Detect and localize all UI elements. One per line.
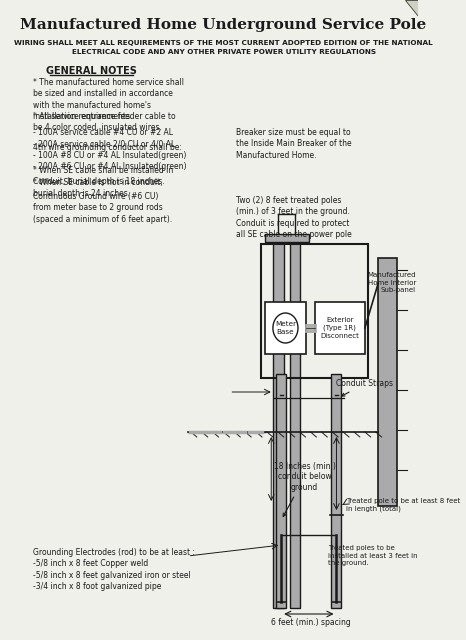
Text: Continuous Ground wire (#6 CU)
from meter base to 2 ground rods
(spaced a minimu: Continuous Ground wire (#6 CU) from mete…	[33, 192, 172, 224]
Text: * When SE cable shall be installed in
Conduit, burial depth is 18 inches.: * When SE cable shall be installed in Co…	[33, 166, 173, 186]
Bar	[261, 244, 368, 378]
Bar	[315, 302, 365, 354]
Text: - 100A #8 CU or #4 AL Insulated(green)
- 200A #6 CU or #4 AL Insulated(green): - 100A #8 CU or #4 AL Insulated(green) -…	[33, 151, 186, 172]
Bar	[273, 242, 284, 608]
Polygon shape	[405, 0, 418, 16]
Text: GENERAL NOTES: GENERAL NOTES	[46, 66, 137, 76]
Text: * All service entrance feeder cable to
be 4 color coded, insulated wires.: * All service entrance feeder cable to b…	[33, 112, 176, 132]
Circle shape	[273, 313, 298, 343]
Text: Two (2) 8 feet treated poles
(min.) of 3 feet in the ground.
Conduit is required: Two (2) 8 feet treated poles (min.) of 3…	[236, 196, 352, 239]
Bar	[378, 258, 397, 506]
Text: 4th wire grounding conductor shall be:: 4th wire grounding conductor shall be:	[33, 143, 182, 152]
Text: Treated pole to be at least 8 feet
in length (total): Treated pole to be at least 8 feet in le…	[347, 498, 461, 512]
Text: WIRING SHALL MEET ALL REQUIREMENTS OF THE MOST CURRENT ADOPTED EDITION OF THE NA: WIRING SHALL MEET ALL REQUIREMENTS OF TH…	[14, 40, 433, 46]
Bar	[265, 302, 306, 354]
Bar	[265, 234, 309, 242]
Bar	[276, 374, 286, 608]
Text: * When SE cable is not in conduit,
burial depth is 24 inches.: * When SE cable is not in conduit, buria…	[33, 178, 163, 198]
Text: ELECTRICAL CODE AND ANY OTHER PRIVATE POWER UTILITY REGULATIONS: ELECTRICAL CODE AND ANY OTHER PRIVATE PO…	[71, 49, 376, 55]
Bar	[331, 374, 342, 608]
Text: Treated poles to be
installed at least 3 feet in
the ground.: Treated poles to be installed at least 3…	[328, 545, 418, 566]
Text: Manufactured
Home Interior
Sub-panel: Manufactured Home Interior Sub-panel	[367, 272, 416, 293]
Text: Breaker size must be equal to
the Inside Main Breaker of the
Manufactured Home.: Breaker size must be equal to the Inside…	[236, 128, 352, 160]
Text: Exterior
(Type 1R)
Disconnect: Exterior (Type 1R) Disconnect	[320, 317, 359, 339]
Text: 6 feet (min.) spacing: 6 feet (min.) spacing	[271, 618, 350, 627]
Text: * The manufactured home service shall
be sized and installed in accordance
with : * The manufactured home service shall be…	[33, 78, 184, 122]
Text: 18 Inches (min.)
conduit below
ground: 18 Inches (min.) conduit below ground	[274, 462, 336, 516]
Text: Conduit Straps: Conduit Straps	[336, 379, 393, 396]
Text: Grounding Electrodes (rod) to be at least :
-5/8 inch x 8 feet Copper weld
-5/8 : Grounding Electrodes (rod) to be at leas…	[33, 548, 195, 591]
Text: - 100A service cable #4 CU or #2 AL
- 200A service cable 2/0 CU or 4/0 AL: - 100A service cable #4 CU or #2 AL - 20…	[33, 128, 175, 148]
Text: Meter
Base: Meter Base	[275, 321, 296, 335]
Text: Manufactured Home Underground Service Pole: Manufactured Home Underground Service Po…	[21, 18, 427, 32]
Bar	[290, 242, 301, 608]
